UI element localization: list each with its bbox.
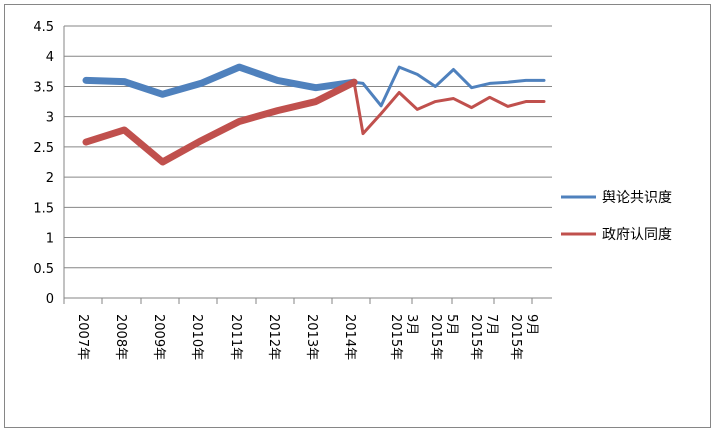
y-tick-label: 4.5 bbox=[33, 20, 54, 35]
y-tick-label: 2.5 bbox=[33, 141, 54, 156]
x-tick-label: 2013年 bbox=[304, 314, 319, 360]
x-tick-label: 7月 bbox=[484, 314, 499, 335]
x-tick-label: 2011年 bbox=[228, 314, 243, 360]
series-line-monthly bbox=[352, 80, 546, 136]
x-tick-label: 2015年 bbox=[388, 314, 403, 360]
y-tick-label: 0.5 bbox=[33, 262, 54, 277]
y-tick-label: 4 bbox=[46, 50, 54, 65]
series-line-monthly bbox=[352, 65, 546, 108]
x-tick-label: 2015年 bbox=[468, 314, 483, 360]
chart-frame bbox=[4, 4, 711, 428]
y-tick-label: 1 bbox=[46, 232, 54, 247]
x-tick-label: 3月 bbox=[404, 314, 419, 335]
y-tick-label: 3 bbox=[46, 111, 54, 126]
x-tick-label: 9月 bbox=[524, 314, 539, 335]
x-tick-label: 2012年 bbox=[266, 314, 281, 360]
legend-label: 舆论共识度 bbox=[602, 190, 672, 206]
x-tick-label: 2009年 bbox=[151, 314, 166, 360]
y-tick-label: 1.5 bbox=[33, 201, 54, 216]
x-tick-label: 5月 bbox=[444, 314, 459, 335]
y-tick-label: 3.5 bbox=[33, 80, 54, 95]
series-line-annual bbox=[82, 63, 358, 98]
x-tick-label: 2007年 bbox=[75, 314, 90, 360]
x-tick-label: 2014年 bbox=[342, 314, 357, 360]
y-tick-label: 2 bbox=[46, 171, 54, 186]
x-tick-label: 2015年 bbox=[428, 314, 443, 360]
series-line-annual bbox=[82, 78, 358, 166]
x-tick-label: 2008年 bbox=[113, 314, 128, 360]
x-tick-label: 2010年 bbox=[189, 314, 204, 360]
x-tick-label: 2015年 bbox=[508, 314, 523, 360]
legend-label: 政府认同度 bbox=[602, 227, 672, 243]
y-tick-label: 0 bbox=[46, 292, 54, 307]
